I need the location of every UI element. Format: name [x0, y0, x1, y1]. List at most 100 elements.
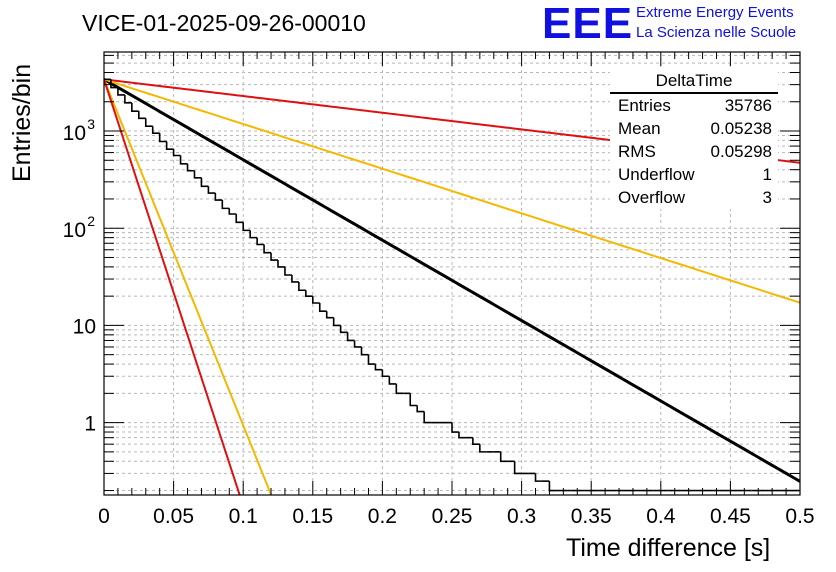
stats-label: Overflow [618, 188, 686, 207]
histogram-bin [388, 376, 397, 385]
stats-value: 35786 [724, 96, 772, 115]
fit-curve-orange-slow [104, 78, 800, 304]
y-tick-label: 10 [63, 122, 86, 145]
stats-label: RMS [618, 142, 656, 161]
x-tick-label: 0 [98, 505, 110, 528]
x-tick-label: 0.3 [507, 505, 536, 528]
histogram-bin [151, 126, 160, 134]
histogram-bin [332, 317, 341, 327]
y-tick-label: 1 [84, 413, 96, 436]
histogram-bin [179, 155, 188, 165]
histogram-bin [158, 133, 167, 143]
stats-row-overflow: Overflow 3 [610, 186, 778, 209]
histogram-bin [381, 369, 390, 378]
histogram-bin [249, 230, 258, 239]
fit-curves [104, 78, 800, 495]
histogram-bin [117, 87, 125, 96]
stats-value: 0.05238 [710, 119, 772, 138]
histogram-bin [318, 303, 327, 313]
eee-logo: EEE [542, 0, 634, 48]
stats-row-entries: Entries 35786 [610, 94, 778, 117]
stats-row-mean: Mean 0.05238 [610, 117, 778, 140]
histogram-bin [221, 200, 230, 210]
stats-label: Entries [618, 96, 671, 115]
histogram-bin [110, 79, 118, 89]
histogram-bin [131, 102, 139, 112]
histogram-bin [172, 149, 181, 157]
histogram-bin [325, 311, 334, 319]
x-tick-label: 0.5 [785, 505, 814, 528]
histogram-bin [193, 170, 202, 179]
y-tick-exponent: 3 [87, 116, 95, 132]
histogram-bin [207, 186, 216, 194]
histogram-bin [277, 260, 285, 268]
histogram-bin [200, 177, 209, 188]
histogram [104, 78, 800, 492]
histogram-bin [513, 461, 522, 475]
x-tick-label: 0.4 [646, 505, 676, 528]
histogram-bin [353, 340, 362, 348]
stats-label: Underflow [618, 165, 695, 184]
histogram-bin [346, 332, 355, 342]
stats-value: 3 [762, 188, 772, 207]
histogram-bin [256, 237, 265, 246]
histogram-bin [144, 118, 153, 128]
histogram-bin [242, 222, 251, 232]
histogram-bin [291, 275, 299, 283]
histogram-bin [339, 325, 348, 334]
histogram-bin [214, 193, 223, 201]
histogram-bin [499, 451, 508, 463]
x-tick-label: 0.05 [153, 505, 194, 528]
fit-curve-fit [104, 78, 800, 483]
histogram-bin [548, 481, 557, 492]
stats-row-underflow: Underflow 1 [610, 163, 778, 186]
x-tick-label: 0.35 [571, 505, 612, 528]
histogram-bin [472, 437, 480, 445]
y-tick-exponent: 2 [87, 213, 95, 229]
histogram-bin [479, 444, 487, 453]
histogram-bin [165, 141, 174, 150]
x-tick-label: 0.45 [710, 505, 751, 528]
histogram-bin [458, 432, 466, 439]
histogram-bin [186, 163, 195, 172]
histogram-bin [534, 473, 543, 482]
histogram-bin [235, 214, 244, 224]
x-tick-label: 0.2 [368, 505, 397, 528]
histogram-bin [228, 208, 237, 215]
stats-title: DeltaTime [610, 70, 778, 94]
histogram-bin [416, 405, 425, 413]
histogram-bin [312, 296, 320, 304]
histogram-bin [360, 346, 369, 356]
x-tick-label: 0.1 [229, 505, 258, 528]
y-axis-label: Entries/bin [8, 63, 36, 182]
axis-ticks [103, 52, 801, 495]
x-tick-label: 0.25 [432, 505, 473, 528]
histogram-bin [270, 252, 278, 261]
fit-curve-red-fast [104, 79, 241, 495]
stats-value: 0.05298 [710, 142, 772, 161]
histogram-bin [395, 383, 404, 395]
stats-label: Mean [618, 119, 661, 138]
x-tick-label: 0.15 [292, 505, 333, 528]
histogram-bin [451, 422, 459, 433]
histogram-bin [367, 354, 376, 365]
x-tick-labels: 0 0.05 0.1 0.15 0.2 0.25 0.3 0.35 0.4 0.45 0.5 [98, 505, 814, 528]
fit-curve-orange-fast [104, 78, 273, 495]
histogram-bin [124, 94, 132, 104]
stats-row-rms: RMS 0.05298 [610, 140, 778, 163]
histogram-bin [409, 393, 418, 407]
x-axis-label: Time difference [s] [566, 534, 771, 562]
histogram-bin [263, 244, 272, 254]
brand-line-1: Extreme Energy Events [636, 4, 794, 21]
histogram-bin [284, 266, 292, 276]
histogram-bin [305, 290, 313, 297]
histogram-bin [423, 411, 432, 424]
stats-value: 1 [762, 165, 772, 184]
run-title: VICE-01-2025-09-26-00010 [82, 10, 366, 36]
histogram-bin [298, 281, 306, 292]
y-tick-label: 10 [73, 315, 96, 338]
y-tick-label: 10 [63, 219, 86, 242]
histogram-bin [374, 364, 383, 371]
